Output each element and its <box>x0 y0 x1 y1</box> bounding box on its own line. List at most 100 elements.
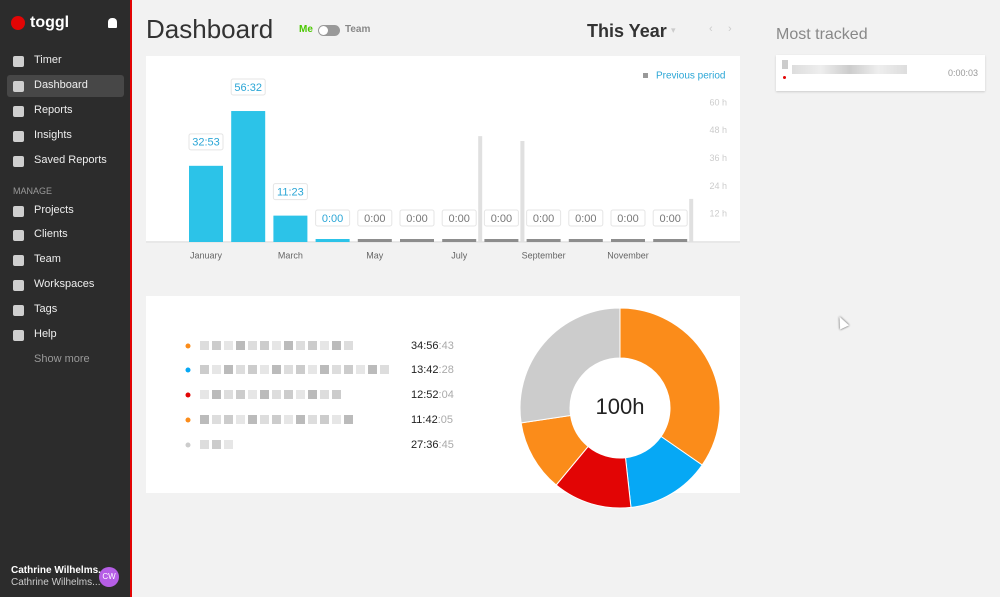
blurred-name <box>272 390 281 399</box>
nav-item[interactable]: Timer <box>34 54 62 66</box>
next[interactable]: › <box>728 23 732 35</box>
nav-item[interactable]: Clients <box>34 228 68 240</box>
toggle-me[interactable]: Me <box>299 24 313 35</box>
nav-item[interactable]: Team <box>34 253 61 265</box>
nav-item[interactable]: Tags <box>34 303 58 315</box>
blurred-name <box>344 341 353 350</box>
blurred-name <box>224 365 233 374</box>
blurred-name <box>212 415 221 424</box>
bar <box>442 239 477 242</box>
logo: toggl <box>30 14 70 31</box>
toggle[interactable] <box>318 25 340 36</box>
show-more[interactable]: Show more <box>34 353 90 365</box>
duration-seconds: :43 <box>439 340 454 352</box>
value-label-box <box>188 133 224 151</box>
blurred-name <box>332 365 341 374</box>
nav-icon <box>13 305 24 316</box>
value-label-box <box>568 209 604 227</box>
blurred-name <box>200 390 209 399</box>
blurred-name <box>260 365 269 374</box>
blurred-name <box>212 390 221 399</box>
nav-item[interactable]: Help <box>34 328 57 340</box>
value-label: 11:23 <box>277 187 304 199</box>
blurred-name <box>296 341 305 350</box>
legend-dot <box>185 392 191 398</box>
bell[interactable] <box>108 18 117 28</box>
x-tick-label: November <box>607 250 649 260</box>
previous-bar <box>689 198 694 242</box>
blurred-name <box>284 341 293 350</box>
value-label: 0:00 <box>617 213 638 225</box>
blurred-name <box>284 390 293 399</box>
toggle-team[interactable]: Team <box>345 24 371 35</box>
bar <box>653 239 688 242</box>
pie-segment <box>519 307 621 424</box>
logo-icon <box>11 16 25 30</box>
blurred-name <box>260 390 269 399</box>
bar <box>400 239 434 242</box>
nav-item[interactable]: Insights <box>34 129 72 141</box>
blurred-name <box>308 365 317 374</box>
nav-icon <box>13 330 24 341</box>
blurred-name <box>272 365 281 374</box>
value-label: 0:00 <box>659 213 680 225</box>
value-label-box <box>357 209 393 227</box>
section-label: MANAGE <box>13 186 53 196</box>
blurred-name <box>308 415 317 424</box>
period-select[interactable]: This Year <box>587 21 667 41</box>
nav-icon <box>13 56 24 67</box>
y-tick-label: 24 h <box>709 181 727 191</box>
bar <box>611 239 645 242</box>
blurred-name <box>284 415 293 424</box>
nav-item[interactable]: Dashboard <box>34 79 88 91</box>
legend-swatch <box>643 73 648 78</box>
blurred-name <box>200 365 209 374</box>
blurred-name <box>200 341 209 350</box>
bar <box>231 111 266 242</box>
y-tick-label: 36 h <box>709 153 727 163</box>
legend-dot <box>185 343 191 349</box>
value-label-box <box>399 209 435 227</box>
previous-bar <box>520 140 525 242</box>
prev[interactable]: ‹ <box>709 23 713 35</box>
duration: 34:56:43 <box>411 340 454 352</box>
blurred-name <box>224 341 233 350</box>
legend-label: Previous period <box>656 71 725 82</box>
duration: 11:42:05 <box>411 414 453 426</box>
entry-duration: 0:00:03 <box>947 68 978 78</box>
value-label-box <box>610 209 646 227</box>
duration-main: 12:52 <box>411 389 439 401</box>
value-label-box <box>652 209 688 227</box>
nav-icon <box>13 230 24 241</box>
blurred-name <box>308 390 317 399</box>
pie-center-label: 100h <box>596 394 645 419</box>
avatar[interactable]: CW <box>99 567 119 587</box>
value-label: 0:00 <box>491 213 512 225</box>
x-tick-label: July <box>451 250 468 260</box>
dropdown-arrow[interactable]: ▾ <box>671 25 676 35</box>
value-label-box <box>315 209 351 227</box>
blurred-name <box>296 415 305 424</box>
value-label-box <box>230 78 266 96</box>
blurred-name <box>332 415 341 424</box>
duration: 13:42:28 <box>411 364 454 376</box>
duration-seconds: :45 <box>439 439 454 451</box>
blurred-name <box>248 390 257 399</box>
blurred-name <box>200 440 209 449</box>
nav-item[interactable]: Saved Reports <box>34 154 107 166</box>
blurred-name <box>368 365 377 374</box>
nav-icon <box>13 255 24 266</box>
bar <box>315 239 350 242</box>
blurred <box>792 65 907 74</box>
blurred-name <box>260 415 269 424</box>
blurred-name <box>272 341 281 350</box>
blurred-name <box>248 365 257 374</box>
duration-seconds: :05 <box>438 414 453 426</box>
duration-seconds: :28 <box>439 364 454 376</box>
blurred-name <box>248 341 257 350</box>
nav-item[interactable]: Projects <box>34 204 74 216</box>
nav-item[interactable]: Reports <box>34 104 73 116</box>
nav-item[interactable]: Workspaces <box>34 278 95 290</box>
blurred-name <box>320 390 329 399</box>
